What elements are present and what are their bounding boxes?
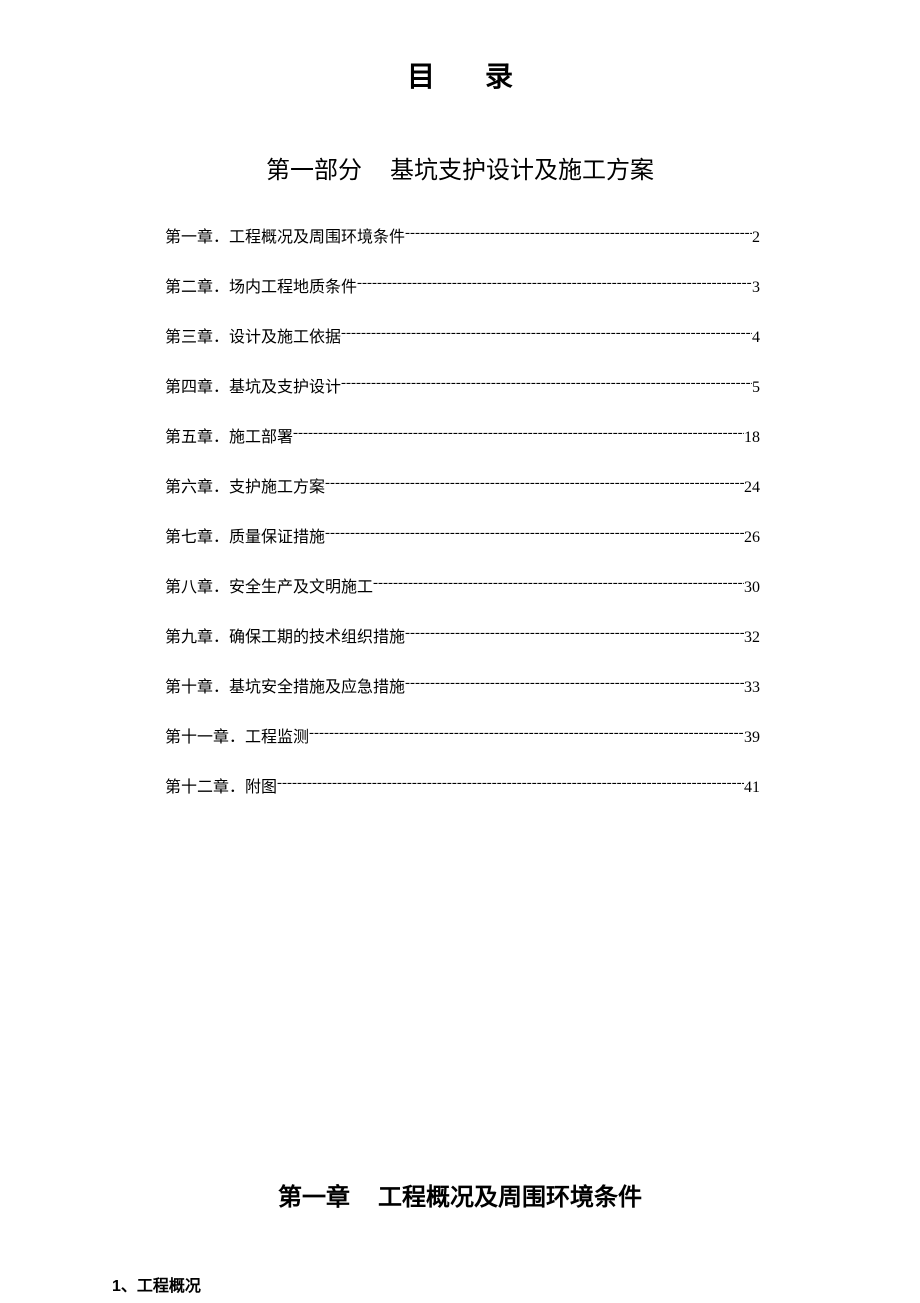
toc-entry: 第三章．设计及施工依据 4 bbox=[165, 323, 760, 347]
toc-page: 30 bbox=[744, 579, 760, 597]
toc-page: 18 bbox=[744, 429, 760, 447]
toc-list: 第一章．工程概况及周围环境条件 2 第二章．场内工程地质条件 3 第三章．设计及… bbox=[0, 223, 920, 797]
toc-entry: 第九章．确保工期的技术组织措施 32 bbox=[165, 623, 760, 647]
toc-label: 第十二章．附图 bbox=[165, 773, 277, 797]
toc-label: 第五章．施工部署 bbox=[165, 423, 293, 447]
toc-entry: 第一章．工程概况及周围环境条件 2 bbox=[165, 223, 760, 247]
toc-page: 5 bbox=[752, 379, 760, 397]
toc-page: 2 bbox=[752, 229, 760, 247]
toc-label: 第四章．基坑及支护设计 bbox=[165, 373, 341, 397]
toc-leader bbox=[405, 226, 752, 242]
toc-leader bbox=[341, 326, 752, 342]
toc-leader bbox=[373, 576, 744, 592]
toc-page: 41 bbox=[744, 779, 760, 797]
toc-leader bbox=[325, 476, 744, 492]
toc-entry: 第五章．施工部署 18 bbox=[165, 423, 760, 447]
toc-page: 26 bbox=[744, 529, 760, 547]
toc-leader bbox=[405, 676, 744, 692]
chapter-label: 第一章 bbox=[278, 1185, 350, 1211]
toc-page: 33 bbox=[744, 679, 760, 697]
toc-entry: 第八章．安全生产及文明施工 30 bbox=[165, 573, 760, 597]
toc-label: 第七章．质量保证措施 bbox=[165, 523, 325, 547]
section-heading: 1、工程概况 bbox=[0, 1272, 920, 1296]
toc-page: 4 bbox=[752, 329, 760, 347]
toc-label: 第九章．确保工期的技术组织措施 bbox=[165, 623, 405, 647]
toc-page: 3 bbox=[752, 279, 760, 297]
toc-leader bbox=[405, 626, 744, 642]
toc-leader bbox=[277, 776, 744, 792]
part-title: 第一部分 基坑支护设计及施工方案 bbox=[0, 150, 920, 185]
toc-entry: 第七章．质量保证措施 26 bbox=[165, 523, 760, 547]
toc-entry: 第四章．基坑及支护设计 5 bbox=[165, 373, 760, 397]
toc-label: 第八章．安全生产及文明施工 bbox=[165, 573, 373, 597]
toc-leader bbox=[309, 726, 744, 742]
main-title: 目录 bbox=[0, 55, 920, 95]
toc-entry: 第二章．场内工程地质条件 3 bbox=[165, 273, 760, 297]
toc-label: 第十章．基坑安全措施及应急措施 bbox=[165, 673, 405, 697]
toc-label: 第一章．工程概况及周围环境条件 bbox=[165, 223, 405, 247]
toc-page: 24 bbox=[744, 479, 760, 497]
chapter-title: 第一章 工程概况及周围环境条件 bbox=[0, 1177, 920, 1212]
toc-page: 39 bbox=[744, 729, 760, 747]
toc-entry: 第十章．基坑安全措施及应急措施 33 bbox=[165, 673, 760, 697]
toc-label: 第六章．支护施工方案 bbox=[165, 473, 325, 497]
toc-entry: 第六章．支护施工方案 24 bbox=[165, 473, 760, 497]
toc-entry: 第十二章．附图 41 bbox=[165, 773, 760, 797]
toc-label: 第二章．场内工程地质条件 bbox=[165, 273, 357, 297]
toc-page: 32 bbox=[744, 629, 760, 647]
toc-leader bbox=[357, 276, 752, 292]
part-name: 基坑支护设计及施工方案 bbox=[390, 158, 654, 184]
part-label: 第一部分 bbox=[266, 158, 362, 184]
toc-label: 第三章．设计及施工依据 bbox=[165, 323, 341, 347]
toc-entry: 第十一章．工程监测 39 bbox=[165, 723, 760, 747]
toc-label: 第十一章．工程监测 bbox=[165, 723, 309, 747]
chapter-name: 工程概况及周围环境条件 bbox=[378, 1185, 642, 1211]
toc-leader bbox=[325, 526, 744, 542]
toc-leader bbox=[293, 426, 744, 442]
toc-leader bbox=[341, 376, 752, 392]
